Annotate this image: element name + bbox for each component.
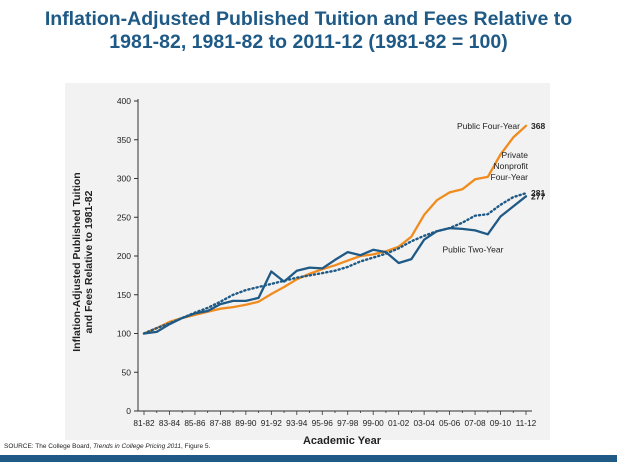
x-tick-label: 97-98 [337,418,359,428]
x-tick-label: 81-82 [133,418,155,428]
x-axis: 81-82 83-84 85-86 87-88 89-90 91-92 93-94 95-96… [133,410,537,428]
chart-title: Inflation-Adjusted Published Tuition and… [0,8,617,54]
x-tick-label: 01-02 [388,418,410,428]
y-tick-label: 150 [117,290,131,300]
series-name-private-nonprofit-line: Four-Year [491,172,529,182]
x-tick-label: 83-84 [159,418,181,428]
y-tick-label: 0 [126,406,131,416]
y-tick-label: 350 [117,135,131,145]
x-tick-label: 05-06 [439,418,461,428]
plot-area-background [65,83,550,440]
x-tick-label: 89-90 [235,418,257,428]
series-line-public-two-year [142,195,528,335]
source-prefix: SOURCE: The College Board, [4,443,94,450]
x-tick-label: 85-86 [184,418,206,428]
series-name-public-two-year: Public Two-Year [443,244,504,254]
series-end-value-private-nonprofit: 281 [531,188,545,198]
series-lines [142,124,528,335]
y-tick-label: 250 [117,212,131,222]
x-tick-label: 95-96 [312,418,334,428]
y-axis-label-line-1: Inflation-Adjusted Published Tuition [71,172,83,351]
y-axis-label-line-2: and Fees Relative to 1981-82 [83,190,95,333]
x-axis-label: Academic Year [303,435,382,447]
series-name-public-four-year: Public Four-Year [457,121,520,131]
y-axis: 0 50 100 150 200 250 300 350 400 [117,96,139,416]
footer-bar [0,455,617,462]
x-tick-label: 03-04 [414,418,436,428]
chart-title-line-2: 1981-82, 1981-82 to 2011-12 (1981-82 = 1… [109,31,508,53]
x-tick-label: 11-12 [516,418,537,428]
source-suffix: , Figure 5. [181,443,211,450]
series-end-value-public-two-year: 277 [531,191,545,201]
series-labels: Public Four-Year 368 PrivateNonprofitFour-… [443,121,546,255]
y-tick-label: 50 [122,367,132,377]
x-tick-label: 91-92 [261,418,283,428]
x-tick-label: 09-10 [490,418,512,428]
y-tick-label: 200 [117,251,131,261]
y-tick-label: 400 [117,96,131,106]
series-line-private-nonprofit-four-year [142,191,528,335]
source-note: SOURCE: The College Board, Trends in Col… [4,443,210,450]
y-tick-label: 100 [117,329,131,339]
x-tick-label: 99-00 [363,418,385,428]
series-end-value-public-four-year: 368 [531,121,545,131]
x-tick-label: 93-94 [286,418,308,428]
source-publication: Trends in College Pricing 2011 [93,443,182,450]
x-tick-label: 87-88 [210,418,232,428]
series-name-private-nonprofit-line: Nonprofit [494,161,529,171]
chart-title-line-1: Inflation-Adjusted Published Tuition and… [44,8,573,30]
y-tick-label: 300 [117,174,131,184]
x-tick-label: 07-08 [464,418,486,428]
series-name-private-nonprofit-line: Private [502,150,529,160]
